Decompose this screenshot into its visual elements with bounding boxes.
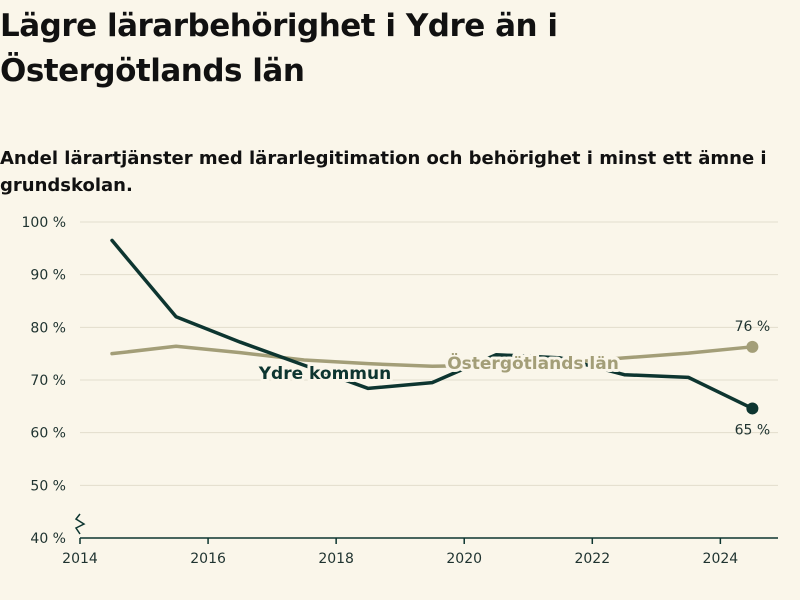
series-line-1 — [110, 238, 755, 411]
series-name-label: Östergötlands län — [447, 352, 619, 374]
series-end-label: 76 % — [735, 319, 771, 335]
x-tick-label: 2018 — [318, 551, 354, 567]
x-tick-label: 2016 — [190, 551, 226, 567]
x-tick-label: 2024 — [703, 551, 739, 567]
y-tick-label: 100 % — [22, 215, 66, 231]
y-tick-label: 80 % — [30, 320, 66, 336]
axis-break-icon — [74, 513, 86, 535]
y-tick-label: 60 % — [30, 426, 66, 442]
x-tick-label: 2020 — [446, 551, 482, 567]
y-tick-label: 90 % — [30, 268, 66, 284]
chart-subtitle: Andel lärartjänster med lärarlegitimatio… — [0, 148, 767, 196]
y-tick-label: 70 % — [30, 373, 66, 389]
series-end-label: 65 % — [735, 422, 771, 438]
series-name-halo: Östergötlands län — [447, 352, 619, 374]
y-tick-label: 40 % — [30, 531, 66, 547]
series-name-halo: Ydre kommun — [258, 364, 391, 384]
series-name-label: Ydre kommun — [258, 364, 391, 384]
series-end-point — [746, 402, 759, 415]
series-line-0 — [110, 344, 755, 369]
series-end-point — [746, 340, 759, 353]
x-tick-label: 2014 — [62, 551, 98, 567]
y-tick-label: 50 % — [30, 478, 66, 494]
x-tick-label: 2022 — [574, 551, 610, 567]
chart-title: Lägre lärarbehörighet i Ydre än i Österg… — [0, 8, 558, 89]
